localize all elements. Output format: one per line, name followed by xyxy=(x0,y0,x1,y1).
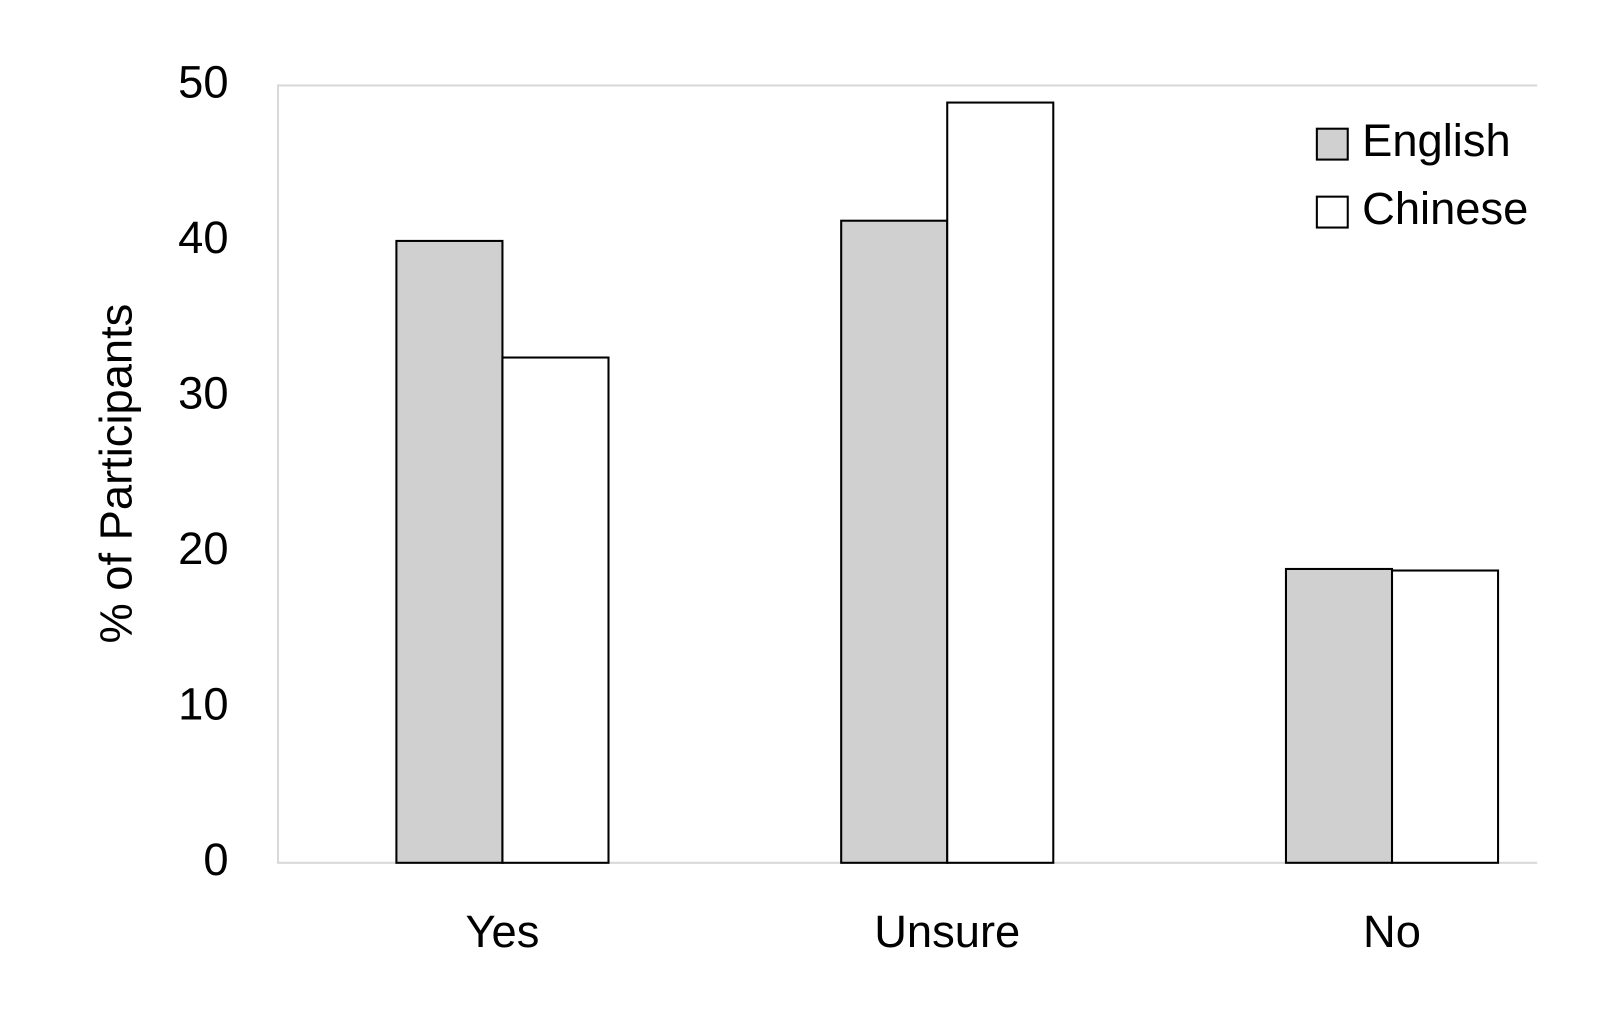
y-tick-label: 10 xyxy=(178,678,228,729)
legend-swatch xyxy=(1315,195,1349,229)
y-tick-label: 20 xyxy=(178,523,228,574)
bar xyxy=(1284,567,1394,864)
legend-label: Chinese xyxy=(1362,183,1528,234)
x-tick-label: No xyxy=(1363,906,1421,957)
y-tick-label: 0 xyxy=(203,834,228,885)
x-tick-label: Unsure xyxy=(874,906,1020,957)
y-axis-label: % of Participants xyxy=(90,304,141,644)
x-tick-label: Yes xyxy=(465,906,539,957)
bar xyxy=(395,239,504,864)
y-tick-label: 30 xyxy=(178,367,228,418)
bar xyxy=(946,101,1055,864)
bar xyxy=(840,219,949,864)
legend-label: English xyxy=(1362,115,1511,166)
legend-swatch xyxy=(1315,127,1349,161)
bar xyxy=(501,356,610,864)
bar xyxy=(1390,569,1500,864)
y-tick-label: 50 xyxy=(178,56,228,107)
y-tick-label: 40 xyxy=(178,212,228,263)
